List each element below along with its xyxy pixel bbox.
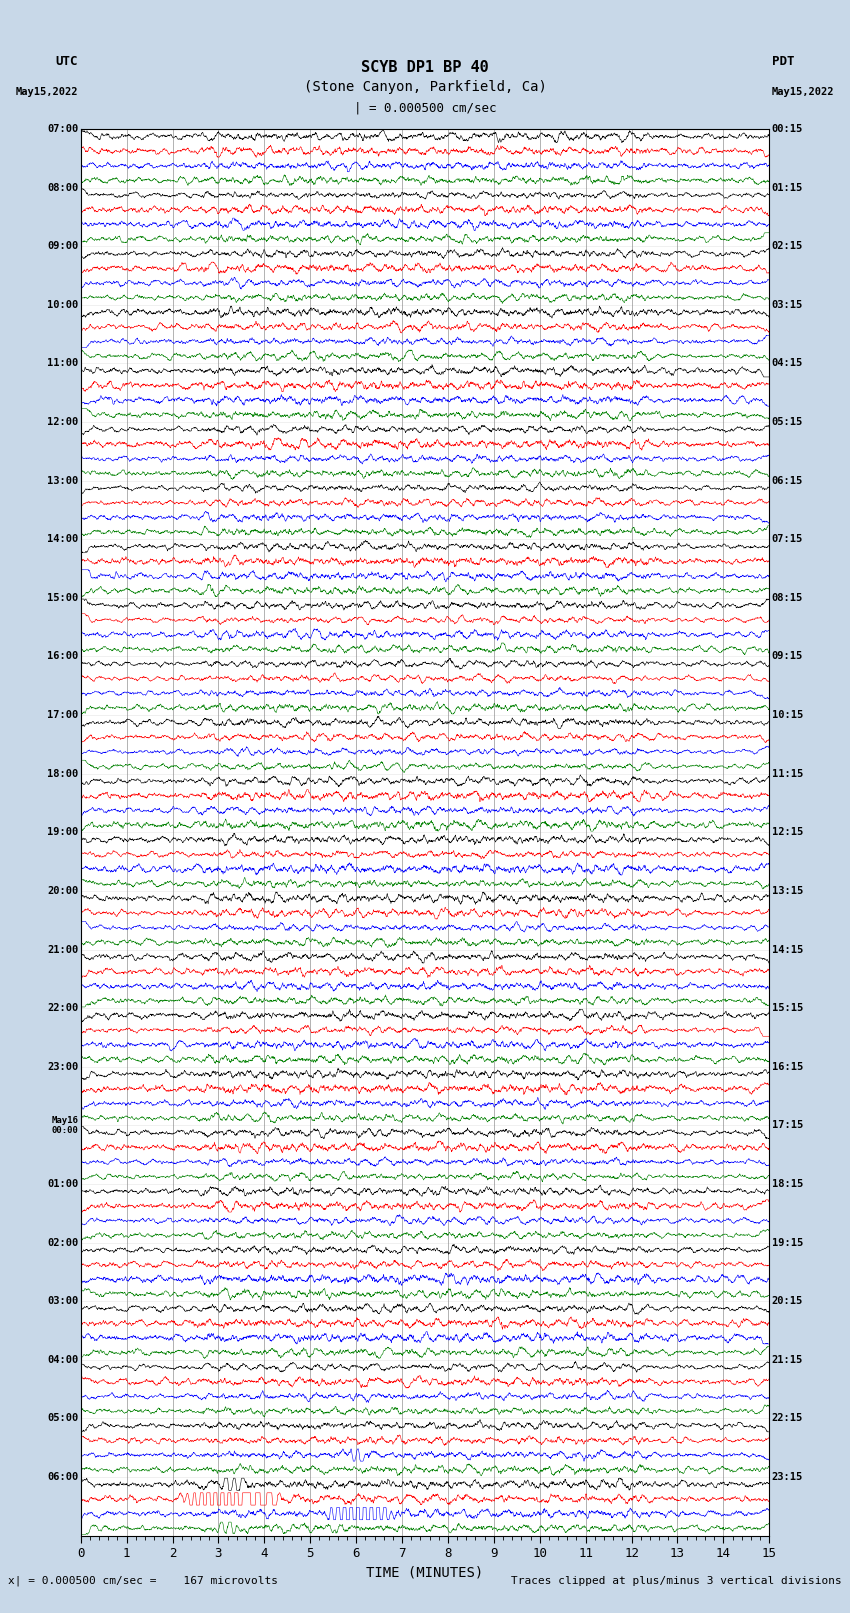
Text: 11:00: 11:00 [47,358,78,368]
Text: UTC: UTC [56,55,78,68]
Text: 18:00: 18:00 [47,769,78,779]
Text: 18:15: 18:15 [772,1179,803,1189]
Text: 03:00: 03:00 [47,1297,78,1307]
Text: 15:00: 15:00 [47,594,78,603]
Text: 05:00: 05:00 [47,1413,78,1423]
Text: (Stone Canyon, Parkfield, Ca): (Stone Canyon, Parkfield, Ca) [303,81,547,94]
Text: 01:15: 01:15 [772,182,803,192]
X-axis label: TIME (MINUTES): TIME (MINUTES) [366,1566,484,1581]
Text: 02:00: 02:00 [47,1237,78,1247]
Text: 08:00: 08:00 [47,182,78,192]
Text: 16:00: 16:00 [47,652,78,661]
Text: 14:15: 14:15 [772,945,803,955]
Text: PDT: PDT [772,55,794,68]
Text: 10:15: 10:15 [772,710,803,719]
Text: 05:15: 05:15 [772,418,803,427]
Text: 11:15: 11:15 [772,769,803,779]
Text: 13:15: 13:15 [772,886,803,895]
Text: 12:15: 12:15 [772,827,803,837]
Text: 04:15: 04:15 [772,358,803,368]
Text: | = 0.000500 cm/sec: | = 0.000500 cm/sec [354,102,496,115]
Text: 13:00: 13:00 [47,476,78,486]
Text: 02:15: 02:15 [772,242,803,252]
Text: 08:15: 08:15 [772,594,803,603]
Text: May15,2022: May15,2022 [772,87,835,97]
Text: 21:00: 21:00 [47,945,78,955]
Text: x| = 0.000500 cm/sec =    167 microvolts: x| = 0.000500 cm/sec = 167 microvolts [8,1576,279,1586]
Text: 20:15: 20:15 [772,1297,803,1307]
Text: 04:00: 04:00 [47,1355,78,1365]
Text: 23:00: 23:00 [47,1061,78,1071]
Text: 17:00: 17:00 [47,710,78,719]
Text: 14:00: 14:00 [47,534,78,544]
Text: 15:15: 15:15 [772,1003,803,1013]
Text: 00:15: 00:15 [772,124,803,134]
Text: 06:00: 06:00 [47,1473,78,1482]
Text: SCYB DP1 BP 40: SCYB DP1 BP 40 [361,60,489,76]
Text: 01:00: 01:00 [47,1179,78,1189]
Text: 16:15: 16:15 [772,1061,803,1071]
Text: 19:00: 19:00 [47,827,78,837]
Text: 07:15: 07:15 [772,534,803,544]
Text: 22:15: 22:15 [772,1413,803,1423]
Text: 12:00: 12:00 [47,418,78,427]
Text: 07:00: 07:00 [47,124,78,134]
Text: 03:15: 03:15 [772,300,803,310]
Text: 21:15: 21:15 [772,1355,803,1365]
Text: 20:00: 20:00 [47,886,78,895]
Text: 17:15: 17:15 [772,1121,803,1131]
Text: 09:00: 09:00 [47,242,78,252]
Text: 19:15: 19:15 [772,1237,803,1247]
Text: 23:15: 23:15 [772,1473,803,1482]
Text: 06:15: 06:15 [772,476,803,486]
Text: 22:00: 22:00 [47,1003,78,1013]
Text: May16
00:00: May16 00:00 [51,1116,78,1136]
Text: 10:00: 10:00 [47,300,78,310]
Text: 09:15: 09:15 [772,652,803,661]
Text: Traces clipped at plus/minus 3 vertical divisions: Traces clipped at plus/minus 3 vertical … [511,1576,842,1586]
Text: May15,2022: May15,2022 [15,87,78,97]
